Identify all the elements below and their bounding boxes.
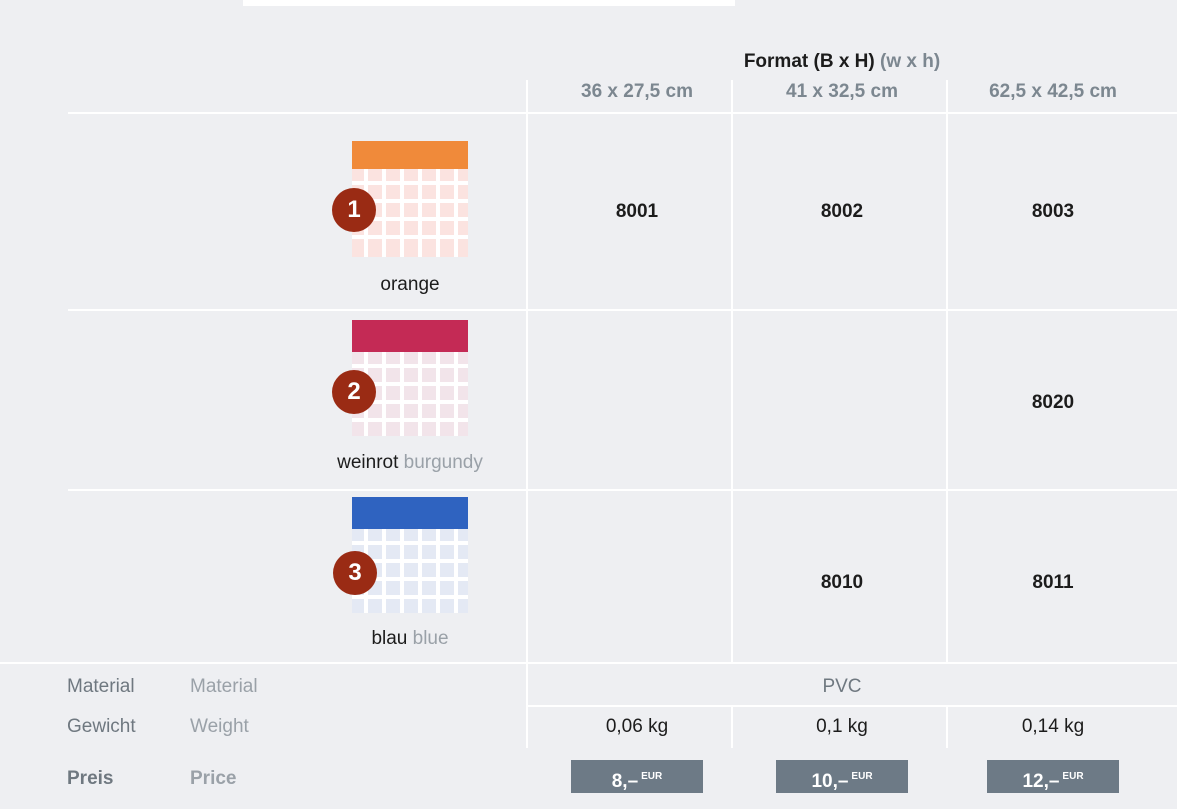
badge: 3 <box>333 551 377 595</box>
currency: EUR <box>1062 771 1083 782</box>
spec-label-en: Price <box>190 768 236 790</box>
currency: EUR <box>641 771 662 782</box>
divider <box>68 309 1177 311</box>
weight-value: 0,14 kg <box>1022 716 1084 738</box>
spec-label: Material <box>67 676 135 698</box>
size-header: 36 x 27,5 cm <box>581 81 693 103</box>
article-number: 8020 <box>1032 392 1074 414</box>
spec-label-en: Weight <box>190 716 249 738</box>
weight-value: 0,06 kg <box>606 716 668 738</box>
price-value: 8,– <box>612 771 638 792</box>
article-number: 8003 <box>1032 201 1074 223</box>
format-title: Format (B x H) <box>744 51 875 72</box>
price-box: 12,–EUR <box>987 760 1119 793</box>
color-label: blau blue <box>371 628 448 650</box>
format-header: Format (B x H) (w x h) <box>744 51 940 73</box>
top-strip <box>243 0 735 6</box>
currency: EUR <box>851 771 872 782</box>
material-value: PVC <box>822 676 861 698</box>
color-name: blau <box>371 628 407 649</box>
divider <box>527 705 1177 707</box>
product-table: Format (B x H) (w x h) 36 x 27,5 cm 41 x… <box>0 0 1177 809</box>
spec-label: Gewicht <box>67 716 136 738</box>
price-value: 10,– <box>811 771 848 792</box>
divider <box>68 489 1177 491</box>
color-label: weinrot burgundy <box>337 452 483 474</box>
article-number: 8001 <box>616 201 658 223</box>
col-divider <box>731 706 733 748</box>
divider <box>0 662 1177 664</box>
article-number: 8011 <box>1032 572 1073 594</box>
spec-label-en: Material <box>190 676 258 698</box>
col-divider <box>946 80 948 662</box>
color-name-en: burgundy <box>404 452 483 473</box>
article-number: 8010 <box>821 572 863 594</box>
col-divider <box>526 80 528 748</box>
color-name-en: blue <box>413 628 449 649</box>
badge: 2 <box>332 370 376 414</box>
swatch-blau <box>352 497 468 613</box>
price-box: 8,–EUR <box>571 760 703 793</box>
size-header: 41 x 32,5 cm <box>786 81 898 103</box>
color-name: orange <box>380 274 439 296</box>
price-box: 10,–EUR <box>776 760 908 793</box>
format-title-en: (w x h) <box>880 51 940 72</box>
spec-label: Preis <box>67 768 113 790</box>
price-value: 12,– <box>1022 771 1059 792</box>
divider <box>68 112 1177 114</box>
weight-value: 0,1 kg <box>816 716 868 738</box>
color-name: weinrot <box>337 452 398 473</box>
article-number: 8002 <box>821 201 863 223</box>
badge: 1 <box>332 188 376 232</box>
col-divider <box>731 80 733 662</box>
size-header: 62,5 x 42,5 cm <box>989 81 1117 103</box>
col-divider <box>946 706 948 748</box>
